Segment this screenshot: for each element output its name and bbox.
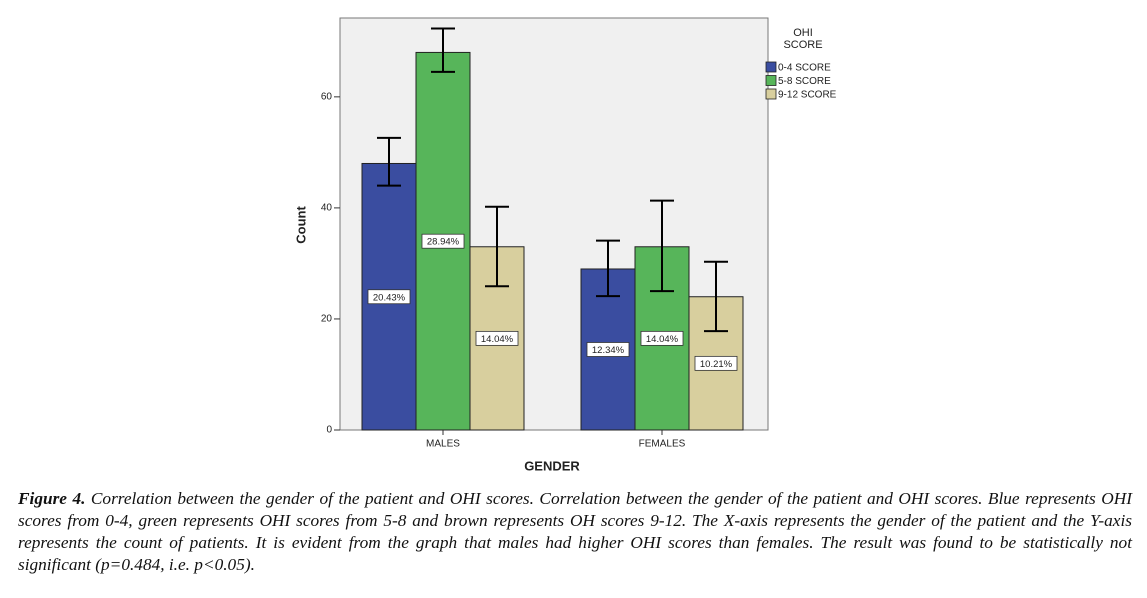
y-tick-label: 0 [326,425,332,436]
caption-text: Correlation between the gender of the pa… [18,489,1132,574]
legend-swatch [765,75,777,86]
bar-label-box [421,233,465,249]
legend-label: 9-12 SCORE [778,90,837,101]
error-bar [431,27,455,73]
bar-label-box [694,355,738,371]
caption-label: Figure 4. [18,489,86,508]
legend-swatch [765,88,777,100]
error-bar [650,199,674,293]
bar-label-box [640,330,684,346]
bar-label-box [586,342,630,357]
bar-label-box [367,289,411,305]
error-bar [596,239,620,298]
bar-label: 28.94% [427,237,460,248]
bar-label: 10.21% [700,359,733,370]
legend-label: 5-8 SCORE [778,76,831,87]
legend-title: OHI SCORE [783,27,823,51]
x-axis-label: GENDER [524,458,580,473]
y-tick-label: 40 [321,203,333,214]
error-bar [377,136,401,187]
x-tick-label: FEMALES [639,439,686,450]
y-tick-label: 20 [321,314,333,325]
error-bar [704,260,728,333]
error-bar [485,205,509,288]
bar-label: 20.43% [373,292,406,303]
bar-label: 14.04% [646,334,679,345]
legend-label: 0-4 SCORE [778,63,831,74]
legend-swatch [765,61,777,73]
y-axis-label: Count [293,206,308,244]
bar-label-box [475,330,519,346]
bar-label: 12.34% [592,345,625,356]
chart: GENDER Count 0 20 40 60 MALES 20.43% 28.94% 14.… [293,17,837,473]
y-tick-label: 60 [321,91,333,102]
bar-label: 14.04% [481,334,514,345]
caption: Figure 4. Correlation between the gender… [18,488,1132,576]
x-tick-label: MALES [426,439,460,450]
